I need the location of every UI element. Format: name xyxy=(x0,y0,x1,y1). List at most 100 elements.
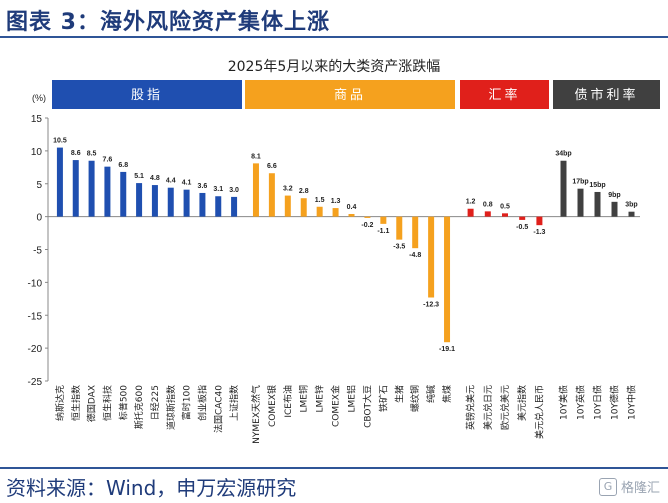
bar xyxy=(316,206,323,217)
category-label: 10Y美债 xyxy=(558,385,570,420)
watermark-logo-icon: G xyxy=(598,477,617,496)
bar xyxy=(120,171,127,217)
category-label: 英镑兑美元 xyxy=(465,385,477,430)
category-label: 欧元兑美元 xyxy=(499,385,511,430)
data-label: 15bp xyxy=(589,182,605,189)
data-label: 34bp xyxy=(555,151,571,158)
report-header: 图表 3：海外风险资产集体上涨 xyxy=(0,0,668,40)
source-note: 资料来源：Wind，申万宏源研究 xyxy=(6,476,297,500)
bar xyxy=(594,191,601,217)
y-tick-label: -20 xyxy=(28,344,43,355)
data-label: 8.5 xyxy=(87,151,97,158)
data-label: -1.3 xyxy=(533,229,545,236)
group-banner-label: 商品 xyxy=(334,88,366,103)
data-label: 9bp xyxy=(608,192,620,199)
bar xyxy=(215,196,222,217)
y-tick-label: 5 xyxy=(36,180,42,191)
bar xyxy=(380,216,387,224)
y-axis: 15 10 5 0 -5 -10 -15 -20 -25 xyxy=(28,114,640,388)
category-label: 上证指数 xyxy=(228,385,240,421)
category-label: 法国CAC40 xyxy=(212,385,224,433)
category-label: 铁矿石 xyxy=(377,385,389,412)
bar xyxy=(560,160,567,217)
y-unit-label: (%) xyxy=(32,93,46,103)
data-label: 0.4 xyxy=(347,204,357,211)
data-label: 3.1 xyxy=(213,186,223,193)
category-label: 创业板指 xyxy=(196,385,208,421)
group-banner-label: 汇率 xyxy=(488,87,520,103)
group-banner xyxy=(52,80,242,109)
bar xyxy=(611,201,618,217)
data-label: 6.6 xyxy=(267,163,277,170)
category-label: 德国DAX xyxy=(86,385,98,422)
data-label: -3.5 xyxy=(393,244,405,251)
bar xyxy=(467,208,474,217)
category-label: 10Y日债 xyxy=(592,385,604,420)
category-label: COMEX金 xyxy=(330,385,342,427)
category-label: 美元兑人民币 xyxy=(533,385,545,439)
bar xyxy=(628,211,635,217)
group-banner xyxy=(460,80,549,109)
data-label: 3.0 xyxy=(229,187,239,194)
y-tick-label: -5 xyxy=(33,246,42,257)
data-label: 3.2 xyxy=(283,186,293,193)
bar xyxy=(268,173,275,217)
category-label: LME铝 xyxy=(346,385,358,412)
y-tick-label: -10 xyxy=(28,278,43,289)
bar xyxy=(136,183,143,217)
category-label: 10Y德债 xyxy=(609,385,621,420)
data-label: 1.5 xyxy=(315,197,325,204)
group-banner xyxy=(553,80,660,109)
data-label: 1.2 xyxy=(466,199,476,206)
data-label: 3.6 xyxy=(198,183,208,190)
data-label: 2.8 xyxy=(299,188,309,195)
bar xyxy=(519,216,526,220)
y-tick-label: 10 xyxy=(31,147,43,158)
data-label: 5.1 xyxy=(134,173,144,180)
bar xyxy=(364,216,371,218)
bar xyxy=(56,147,63,217)
category-label: 螺纹钢 xyxy=(409,385,421,412)
category-label: 标普500 xyxy=(117,385,129,420)
bar xyxy=(199,192,206,217)
data-label: -1.1 xyxy=(377,228,389,235)
data-label: 0.8 xyxy=(483,201,493,208)
category-label: ICE布油 xyxy=(282,385,294,418)
data-label: 6.8 xyxy=(118,162,128,169)
data-label: 4.4 xyxy=(166,178,176,185)
category-label: LME铜 xyxy=(298,385,310,412)
group-banner-label: 债市利率 xyxy=(574,87,638,103)
figure-title: 图表 3：海外风险资产集体上涨 xyxy=(6,10,330,35)
category-label: 10Y中债 xyxy=(626,385,638,420)
y-tick-label: -25 xyxy=(28,377,43,388)
category-label: COMEX银 xyxy=(266,385,278,427)
data-label: 4.1 xyxy=(182,180,192,187)
group-banner xyxy=(245,80,455,109)
category-label: 美元兑日元 xyxy=(482,385,494,430)
bar xyxy=(151,185,158,217)
data-label: 8.6 xyxy=(71,150,81,157)
bar xyxy=(104,166,111,217)
data-label: 4.8 xyxy=(150,175,160,182)
bar xyxy=(484,211,491,217)
category-label: 恒生指数 xyxy=(70,385,82,421)
data-label: -0.5 xyxy=(516,224,528,231)
bar xyxy=(88,160,95,217)
category-label: 道琼斯指数 xyxy=(165,385,177,430)
category-label: 10Y英债 xyxy=(575,385,587,420)
group-banners: 股指 商品 汇率 债市利率 xyxy=(52,80,660,109)
category-label: 恒生科技 xyxy=(101,385,113,421)
category-label: LME锌 xyxy=(314,385,326,412)
data-label: 1.3 xyxy=(331,198,341,205)
data-label: -12.3 xyxy=(423,301,439,308)
bar xyxy=(396,216,403,240)
category-label: 富时100 xyxy=(181,385,193,420)
bar xyxy=(536,216,543,226)
bar xyxy=(428,216,435,298)
y-tick-label: 15 xyxy=(31,114,43,125)
category-label: 日经225 xyxy=(149,385,161,420)
bar xyxy=(183,189,190,217)
x-axis-labels: 纳斯达克 恒生指数 德国DAX 恒生科技 标普500 斯托克600 日经225 道琼斯指数 富时… xyxy=(54,385,638,444)
header-rule xyxy=(0,36,668,38)
category-label: CBOT大豆 xyxy=(361,385,373,428)
